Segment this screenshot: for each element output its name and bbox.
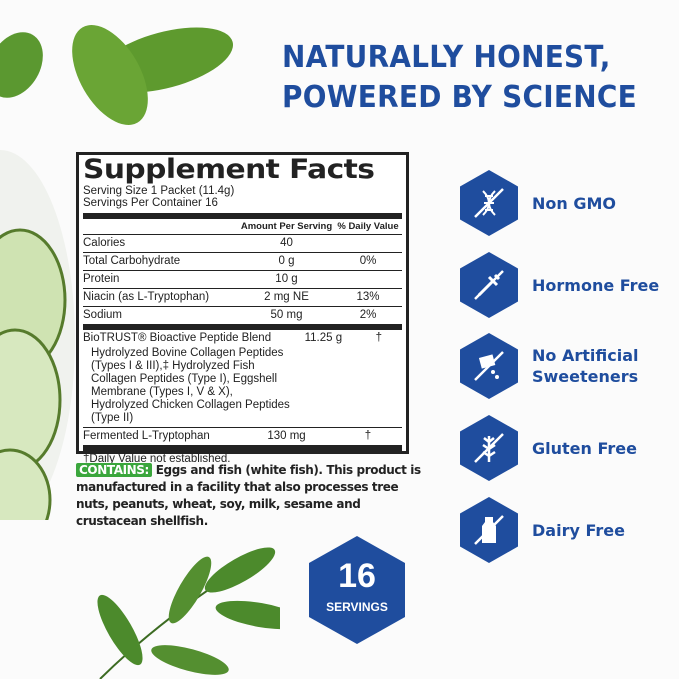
contains-tag: CONTAINS: xyxy=(76,463,152,477)
nutrient-dv xyxy=(334,271,402,288)
nutrient-dv: 2% xyxy=(359,309,377,321)
supplement-facts-label: Supplement Facts Serving Size 1 Packet (… xyxy=(76,152,409,465)
nutrient-row: Total Carbohydrate 0 g 0% xyxy=(83,252,402,270)
feature-line1: Dairy Free xyxy=(532,520,625,540)
feature-line1: Hormone Free xyxy=(532,275,660,295)
feature-hexagon xyxy=(460,333,518,399)
fermented-dv: † xyxy=(364,430,372,442)
feature-line1: Gluten Free xyxy=(532,438,637,458)
blend-row: BioTRUST® Bioactive Peptide Blend Hydrol… xyxy=(83,324,402,427)
nutrient-name: Sodium xyxy=(83,309,122,321)
fermented-amount: 130 mg xyxy=(267,430,306,442)
nutrient-name: Total Carbohydrate xyxy=(83,255,181,267)
headline-line1: NATURALLY HONEST, xyxy=(282,40,611,75)
blend-name: BioTRUST® Bioactive Peptide Blend xyxy=(83,332,272,344)
nutrient-amount: 50 mg xyxy=(270,309,303,321)
dna-crossed-icon xyxy=(474,188,504,218)
sweetener-crossed-icon xyxy=(474,351,504,381)
nutrient-row: Sodium 50 mg 2% xyxy=(83,306,402,324)
headline-line2: POWERED BY SCIENCE xyxy=(282,80,637,115)
feature-label: Non GMO xyxy=(532,193,616,214)
allergen-statement: CONTAINS: Eggs and fish (white fish). Th… xyxy=(76,462,421,530)
wheat-crossed-icon xyxy=(474,433,504,463)
feature-line2: Sweeteners xyxy=(532,367,639,386)
feature-hexagon xyxy=(460,415,518,481)
column-headers: Amount Per Serving % Daily Value xyxy=(83,213,402,234)
nutrient-row: Calories 40 xyxy=(83,234,402,252)
nutrient-dv: 13% xyxy=(356,291,380,303)
nutrient-dv: 0% xyxy=(359,255,377,267)
blend-dv: † xyxy=(375,332,383,344)
fermented-name: Fermented L-Tryptophan xyxy=(83,430,210,442)
footnote: †Daily Value not established. xyxy=(83,445,402,468)
feature-label: No Artificial Sweeteners xyxy=(532,345,638,387)
nutrient-dv xyxy=(334,235,402,252)
leaf-branch-decoration xyxy=(97,547,280,679)
nutrient-name: Protein xyxy=(83,273,120,285)
syringe-crossed-icon xyxy=(474,270,504,300)
feature-label: Gluten Free xyxy=(532,438,637,459)
feature-hexagon xyxy=(460,252,518,318)
milk-bottle-crossed-icon xyxy=(474,515,504,545)
nutrient-amount: 0 g xyxy=(278,255,295,267)
label-title: Supplement Facts xyxy=(83,154,375,185)
servings-per-container: Servings Per Container 16 xyxy=(83,197,218,209)
feature-hexagon xyxy=(460,170,518,236)
nutrient-row: Protein 10 g xyxy=(83,270,402,288)
badge-number: 16 xyxy=(338,557,376,595)
col-dv: % Daily Value xyxy=(337,221,399,232)
serving-size: Serving Size 1 Packet (11.4g) xyxy=(83,185,235,197)
nutrient-name: Niacin (as L-Tryptophan) xyxy=(83,291,210,303)
blend-detail: Hydrolyzed Bovine Collagen Peptides (Typ… xyxy=(91,347,290,424)
basil-leaves-decoration xyxy=(0,25,234,125)
feature-line1: Non GMO xyxy=(532,193,616,213)
headline: NATURALLY HONEST, POWERED BY SCIENCE xyxy=(282,38,637,118)
blend-amount: 11.25 g xyxy=(304,332,343,344)
fermented-row: Fermented L-Tryptophan 130 mg † xyxy=(83,427,402,445)
nutrient-amount: 10 g xyxy=(275,273,298,285)
feature-label: Dairy Free xyxy=(532,520,625,541)
col-amount: Amount Per Serving xyxy=(240,221,333,232)
nutrient-amount: 40 xyxy=(280,237,293,249)
servings-badge: 16 SERVINGS xyxy=(309,536,405,644)
badge-label: SERVINGS xyxy=(326,600,388,614)
nutrient-amount: 2 mg NE xyxy=(264,291,309,303)
contains-text: Eggs and fish (white fish). This product… xyxy=(76,463,421,528)
nutrient-name: Calories xyxy=(83,237,126,249)
cucumber-slices-decoration xyxy=(0,150,75,520)
nutrient-row: Niacin (as L-Tryptophan) 2 mg NE 13% xyxy=(83,288,402,306)
feature-line1: No Artificial xyxy=(532,346,639,365)
feature-hexagon xyxy=(460,497,518,563)
feature-label: Hormone Free xyxy=(532,275,659,296)
